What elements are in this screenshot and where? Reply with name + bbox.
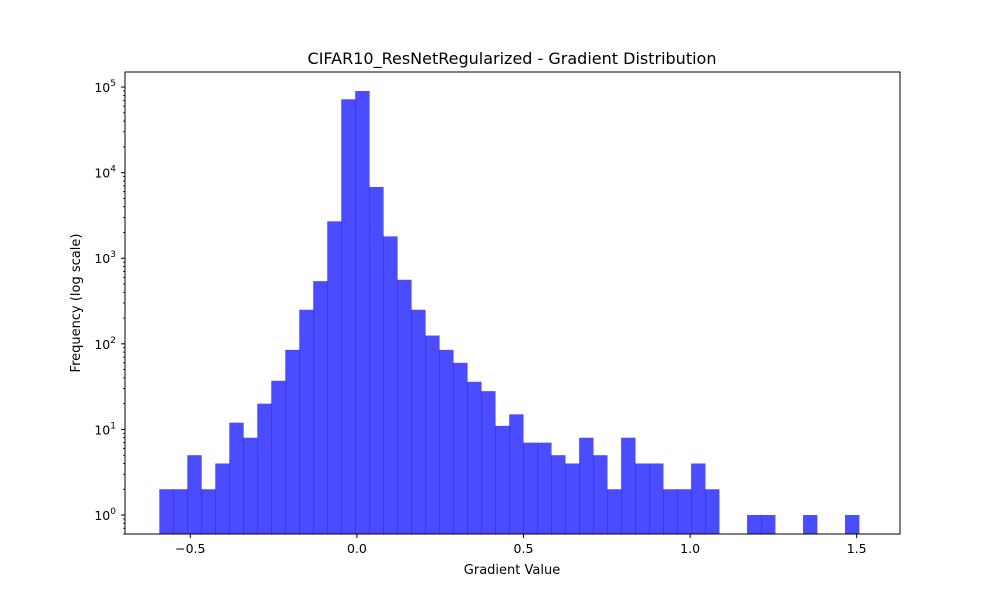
histogram-bar bbox=[355, 90, 370, 535]
histogram-bar bbox=[285, 349, 300, 534]
histogram-bar bbox=[481, 391, 496, 534]
histogram-bar bbox=[425, 335, 440, 534]
histogram-bar bbox=[369, 186, 384, 535]
histogram-bar bbox=[257, 403, 272, 534]
histogram-bar bbox=[593, 455, 608, 534]
histogram-bar bbox=[691, 463, 706, 534]
histogram-bar bbox=[677, 489, 692, 534]
x-tick-label: 1.5 bbox=[847, 541, 867, 556]
histogram-bar bbox=[243, 437, 258, 534]
histogram-bar bbox=[495, 425, 510, 534]
y-tick-label: 101 bbox=[94, 421, 116, 437]
histogram-bar bbox=[635, 463, 650, 534]
histogram-bar bbox=[551, 455, 566, 534]
histogram-bar bbox=[621, 437, 636, 534]
y-tick-label: 105 bbox=[94, 79, 116, 95]
histogram-bar bbox=[747, 515, 762, 534]
histogram-bar bbox=[537, 442, 552, 534]
histogram-bar bbox=[523, 442, 538, 534]
histogram-bar bbox=[383, 236, 398, 534]
histogram-bar bbox=[649, 463, 664, 534]
histogram-bar bbox=[761, 515, 776, 534]
histogram-bar bbox=[271, 380, 286, 534]
y-tick-label: 102 bbox=[94, 336, 116, 352]
x-tick-label: 0.5 bbox=[514, 541, 534, 556]
y-axis-label: Frequency (log scale) bbox=[69, 234, 84, 373]
histogram-bar bbox=[705, 489, 720, 534]
x-axis: −0.5 0.0 0.5 1.0 1.5 bbox=[175, 534, 867, 556]
histogram-bar bbox=[229, 422, 244, 534]
histogram-bar bbox=[845, 515, 860, 534]
histogram-bar bbox=[439, 349, 454, 534]
histogram-bar bbox=[341, 99, 356, 534]
histogram-bar bbox=[411, 309, 426, 534]
histogram-bar bbox=[299, 309, 314, 534]
histogram-bar bbox=[327, 221, 342, 534]
histogram-bar bbox=[467, 381, 482, 534]
histogram-bar bbox=[173, 489, 188, 534]
histogram-bar bbox=[565, 463, 580, 534]
x-tick-label: 1.0 bbox=[680, 541, 700, 556]
x-tick-label: −0.5 bbox=[175, 541, 205, 556]
histogram-bar bbox=[663, 489, 678, 534]
histogram-bar bbox=[201, 489, 216, 534]
histogram-bar bbox=[607, 489, 622, 534]
histogram-bar bbox=[397, 279, 412, 534]
chart-title: CIFAR10_ResNetRegularized - Gradient Dis… bbox=[308, 49, 717, 69]
histogram-bar bbox=[453, 362, 468, 534]
histogram-bar bbox=[187, 455, 202, 534]
histogram-bar bbox=[803, 515, 818, 534]
y-axis: 100 101 102 103 104 105 bbox=[94, 79, 125, 535]
histogram-bar bbox=[215, 463, 230, 534]
x-axis-label: Gradient Value bbox=[464, 563, 560, 578]
histogram-bar bbox=[313, 281, 328, 534]
y-tick-label: 104 bbox=[94, 165, 116, 181]
histogram-bar bbox=[159, 489, 174, 534]
y-tick-label: 103 bbox=[94, 250, 116, 266]
y-tick-label: 100 bbox=[94, 507, 116, 523]
histogram-bar bbox=[579, 437, 594, 534]
histogram-bar bbox=[509, 414, 524, 534]
bars-group bbox=[159, 90, 860, 535]
x-tick-label: 0.0 bbox=[347, 541, 367, 556]
